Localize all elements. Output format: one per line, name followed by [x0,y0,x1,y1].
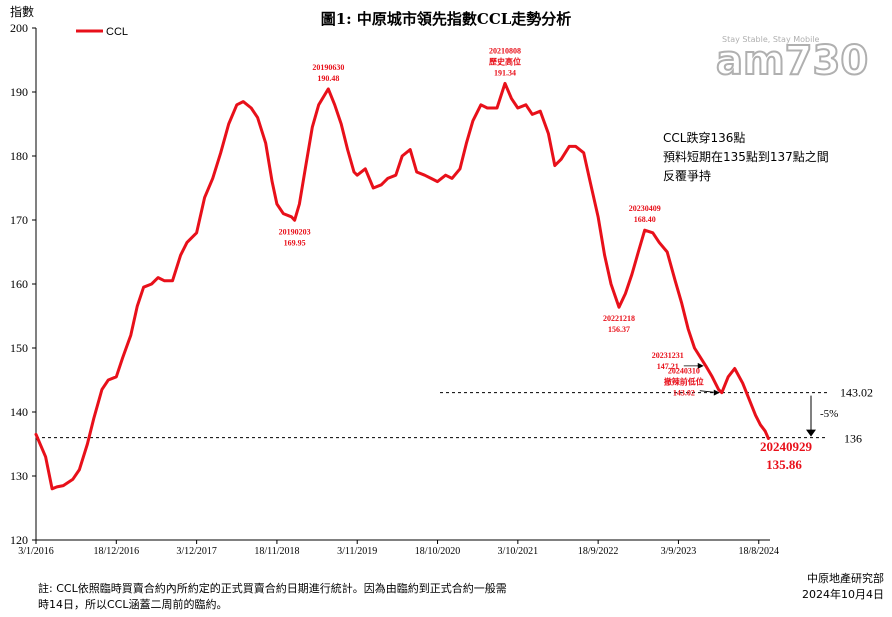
latest-value-label: 20240929 135.86 [760,439,813,472]
y-tick-label: 130 [10,469,28,483]
legend-label-ccl: CCL [106,26,128,38]
source-org: 中原地產研究部 [807,571,884,585]
footnote-line-1: 註: CCL依照臨時買賣合約內所約定的正式買賣合約日期進行統計。因為由臨約到正式… [38,581,507,595]
annotation-label: 168.40 [634,215,656,224]
commentary-line-2: 預料短期在135點到137點之間 [663,150,829,164]
y-tick-label: 190 [10,85,28,99]
annotation-arrow-head [697,362,704,369]
y-tick-label: 160 [10,277,28,291]
commentary: CCL跌穿136點 預料短期在135點到137點之間 反覆爭持 [663,130,829,183]
y-tick-label: 150 [10,341,28,355]
y-axis-label: 指數 [10,4,34,19]
y-tick-label: 200 [10,21,28,35]
ref-label-143: 143.02 [840,386,873,400]
source-date: 2024年10月4日 [802,587,884,601]
annotation-label: 20231231 [652,351,684,360]
footer: 註: CCL依照臨時買賣合約內所約定的正式買賣合約日期進行統計。因為由臨約到正式… [38,571,884,611]
commentary-line-3: 反覆爭持 [663,168,711,183]
change-arrow-head [806,429,816,437]
annotations: 20190203 169.95 20190630 190.48 20210808歷史高位… [279,46,720,398]
annotation-label: 20190630 [312,63,344,72]
x-tick-label: 3/9/2023 [661,546,697,557]
annotation-label: 歷史高位 [489,56,521,66]
change-label: -5% [820,408,838,420]
footnote-line-2: 時14日，所以CCL涵蓋二周前的臨約。 [38,597,228,611]
y-tick-label: 140 [10,405,28,419]
series-layer [34,81,770,491]
annotation-label: 20240310 [668,367,700,376]
annotation-label: 撤辣前低位 [664,377,704,387]
axes: 120 130 140 150 160 170 180 190 200 3/1/2016 18/12… [10,21,779,557]
x-tick-label: 18/8/2024 [738,546,779,557]
am730-watermark: am730 Stay Stable, Stay Mobile [715,35,869,85]
y-tick-label: 170 [10,213,28,227]
x-tick-label: 18/9/2022 [578,546,619,557]
x-tick-label: 3/12/2017 [176,546,217,557]
annotation-label: 20190203 [279,227,311,236]
annotation-label: 156.37 [608,325,630,334]
annotation-label: 20210808 [489,46,521,55]
x-tick-label: 3/1/2016 [18,546,54,557]
latest-value: 135.86 [766,457,802,472]
ref-label-136: 136 [844,432,862,446]
annotation-label: 20221218 [603,314,635,323]
x-tick-label: 18/11/2018 [254,546,299,557]
annotation-label: 190.48 [317,74,339,83]
watermark-tagline: Stay Stable, Stay Mobile [722,35,820,44]
x-tick-label: 3/10/2021 [498,546,539,557]
x-tick-label: 18/12/2016 [94,546,140,557]
annotation-label: 191.34 [494,68,516,77]
annotation-label: 147.21 [657,362,679,371]
y-tick-label: 180 [10,149,28,163]
watermark-logo: am730 [716,38,868,84]
x-tick-label: 3/11/2019 [337,546,377,557]
annotation-arrow-head [713,389,720,396]
annotation-label: 143.02 [673,389,695,398]
annotation-label: 169.95 [284,238,306,247]
latest-date: 20240929 [760,439,813,454]
chart-title: 圖1: 中原城市領先指數CCL走勢分析 [321,10,572,28]
annotation-label: 20230409 [629,204,661,213]
x-tick-label: 18/10/2020 [415,546,461,557]
reference-lines: 143.02 136 -5% [36,386,873,446]
series-line-ccl [34,81,770,491]
legend: CCL [76,26,128,38]
commentary-line-1: CCL跌穿136點 [663,130,745,145]
y-tick-label: 120 [10,533,28,547]
